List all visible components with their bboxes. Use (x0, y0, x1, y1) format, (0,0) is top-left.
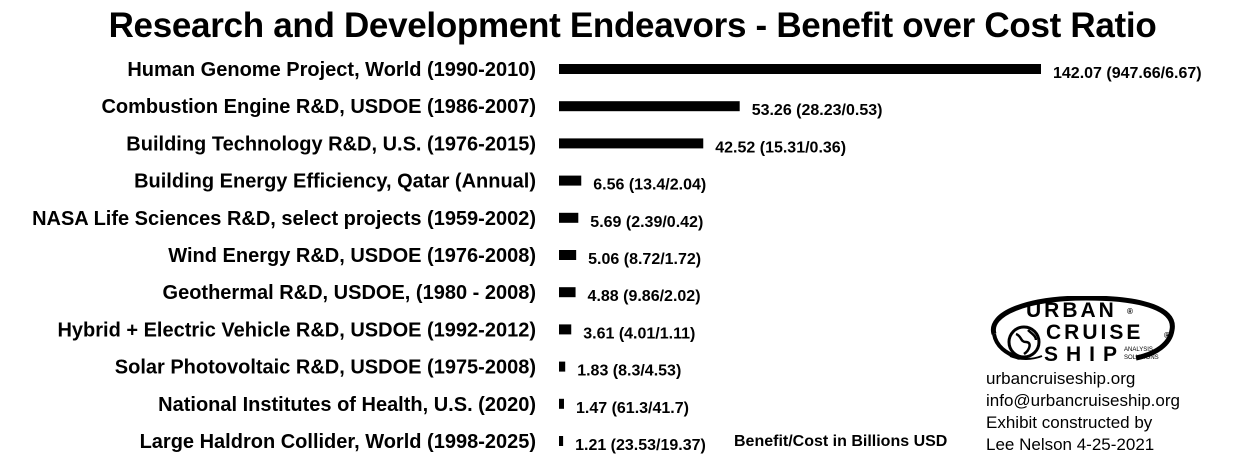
registered-mark-2: ® (1164, 331, 1170, 340)
category-label: Combustion Engine R&D, USDOE (1986-2007) (101, 96, 536, 118)
data-label: 4.88 (9.86/2.02) (588, 288, 701, 305)
category-label: National Institutes of Health, U.S. (202… (158, 394, 536, 416)
data-label: 53.26 (28.23/0.53) (752, 102, 883, 119)
units-annotation: Benefit/Cost in Billions USD (734, 433, 948, 450)
logo-word-urban: URBAN (1026, 299, 1117, 322)
bar (559, 436, 564, 446)
category-label: Large Haldron Collider, World (1998-2025… (140, 431, 536, 453)
credit-line-1: Exhibit constructed by (986, 413, 1153, 432)
urban-cruise-ship-logo-block: URBAN CRUISE SHIP ANALYSIS SOLUTIONS ® ®… (986, 296, 1236, 466)
data-label: 5.06 (8.72/1.72) (588, 251, 701, 268)
urban-cruise-ship-logo-icon (990, 296, 1175, 361)
logo-word-cruise: CRUISE (1046, 321, 1144, 344)
logo-tag-solutions: SOLUTIONS (1124, 355, 1159, 361)
category-label: Hybrid + Electric Vehicle R&D, USDOE (19… (57, 319, 536, 341)
bar (559, 101, 740, 112)
bar (559, 287, 576, 298)
data-label: 1.83 (8.3/4.53) (577, 363, 681, 380)
category-label: Building Technology R&D, U.S. (1976-2015… (126, 133, 536, 155)
registered-mark: ® (1127, 307, 1133, 316)
category-labels: Human Genome Project, World (1990-2010) C… (32, 59, 536, 453)
category-label: Building Energy Efficiency, Qatar (Annua… (134, 171, 536, 193)
bars (559, 64, 1041, 446)
category-label: Wind Energy R&D, USDOE (1976-2008) (168, 245, 536, 267)
credit-line-2: Lee Nelson 4-25-2021 (986, 435, 1155, 454)
logo-tag-analysis: ANALYSIS (1124, 347, 1153, 353)
bar (559, 64, 1041, 74)
data-label: 1.47 (61.3/41.7) (576, 400, 689, 417)
contact-website: urbancruiseship.org (986, 369, 1136, 388)
category-label: Solar Photovoltaic R&D, USDOE (1975-2008… (115, 357, 536, 379)
contact-email: info@urbancruiseship.org (986, 391, 1180, 410)
chart-title: Research and Development Endeavors - Ben… (108, 6, 1157, 45)
bar (559, 175, 582, 186)
category-label: Human Genome Project, World (1990-2010) (127, 59, 536, 81)
data-label: 1.21 (23.53/19.37) (575, 437, 706, 454)
bar (559, 250, 577, 260)
data-label: 6.56 (13.4/2.04) (593, 177, 706, 194)
bar (559, 212, 579, 223)
data-label: 42.52 (15.31/0.36) (715, 139, 846, 156)
bar (559, 324, 572, 335)
bar (559, 138, 704, 149)
category-label: NASA Life Sciences R&D, select projects … (32, 208, 536, 230)
category-label: Geothermal R&D, USDOE, (1980 - 2008) (163, 282, 536, 304)
data-label: 3.61 (4.01/1.11) (583, 325, 695, 342)
data-label: 5.69 (2.39/0.42) (590, 214, 703, 231)
data-label: 142.07 (947.66/6.67) (1053, 65, 1202, 82)
value-labels: 142.07 (947.66/6.67) 53.26 (28.23/0.53) 42… (575, 65, 1201, 454)
bar (559, 361, 566, 372)
logo-word-ship: SHIP (1044, 343, 1126, 366)
bar (559, 398, 564, 409)
